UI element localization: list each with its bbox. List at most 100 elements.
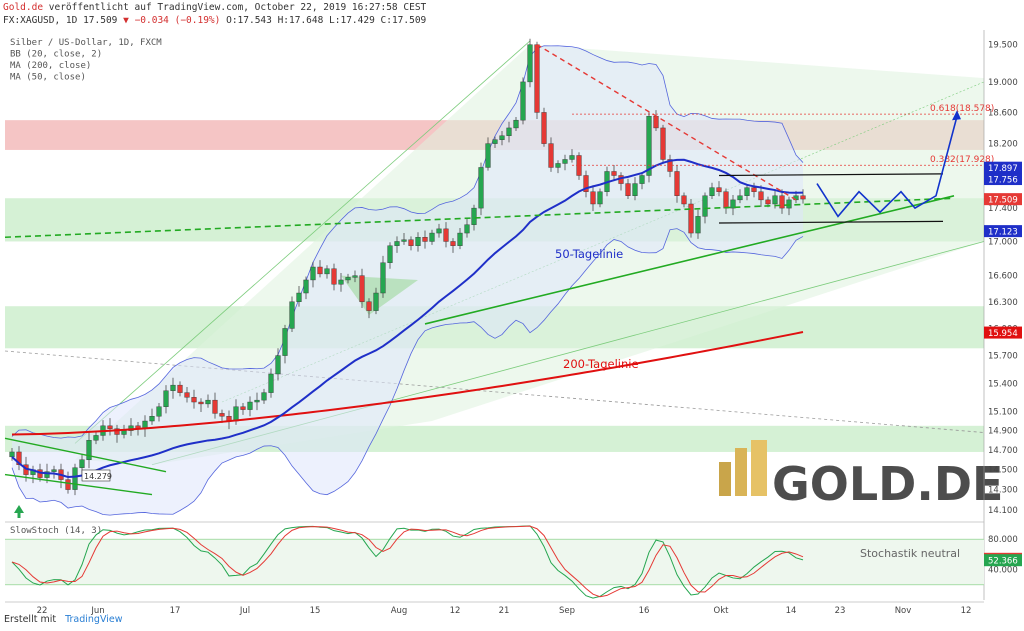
price-change: ▼ −0.034 (−0.19%) [123,15,221,26]
candle-body [184,392,190,398]
time-tick-label: 17 [170,606,181,616]
bollinger-lower [11,228,804,516]
candle-body [695,216,701,234]
candle-body [653,116,659,129]
candle-body [324,268,330,275]
legend-entry: BB (20, close, 2) [10,50,102,60]
price-marker-box [984,225,1022,238]
channel-upper-line [74,40,531,444]
candle-body [275,355,281,375]
candle-body [786,199,792,209]
candle-body [44,471,50,478]
gold-logo-bar-1 [719,462,731,496]
candle-body [296,292,302,302]
price-tick-label: 17.400 [988,204,1018,214]
candle-body [170,384,176,391]
candle-body [499,135,505,140]
time-tick-label: 22 [37,606,48,616]
fib-level-label: 0.382(17.928) [930,155,994,165]
candle-body [555,163,561,168]
candle-body [772,195,778,205]
price-tick-label: 14.100 [988,506,1018,516]
candle-body [303,279,309,294]
tradingview-logo[interactable]: TradingView [65,614,123,625]
price-marker-label: 17.123 [988,228,1018,238]
price-tick-label: 18.200 [988,140,1018,150]
range-top-line [718,173,944,177]
candle-body [156,406,162,417]
time-tick-label: 12 [961,606,972,616]
candle-body [597,191,603,205]
price-marker-box [984,193,1022,206]
candle-body [247,401,253,410]
projection-path [816,116,958,218]
projection-arrow-head [952,110,961,121]
price-marker-label: 17.509 [988,196,1018,206]
candle-body [534,44,540,113]
candle-body [730,199,736,209]
candle-body [562,159,568,164]
ma200-annotation: 200-Tagelinie [563,357,639,371]
ma50-annotation: 50-Tagelinie [555,247,623,261]
candle-body [394,241,400,246]
stoch-k-line [11,525,804,599]
candle-body [254,399,260,403]
candle-body [268,373,274,393]
candle-body [492,139,498,144]
candle-body [352,275,358,278]
candle-body [212,399,218,414]
candle-body [107,425,113,429]
candle-body [590,191,596,205]
candle-body [506,127,512,136]
oscillator-value-box [984,554,1022,567]
candle-body [765,199,771,205]
time-tick-label: Nov [895,606,912,616]
candle-body [674,171,680,196]
price-marker-label: 15.954 [988,329,1018,339]
candle-body [583,175,589,192]
candle-body [16,451,22,465]
candle-body [345,277,351,281]
early-wedge-lower [4,473,153,496]
candle-body [261,392,267,401]
price-tick-label: 17.000 [988,237,1018,247]
bollinger-upper [11,45,804,439]
publish-info: veröffentlicht auf TradingView.com, Octo… [43,2,427,13]
low-price-tag [81,469,111,482]
candle-body [478,167,484,209]
candle-body [709,187,715,196]
candle-body [93,435,99,441]
chart-header-line-2: FX:XAGUSD, 1D 17.509 ▼ −0.034 (−0.19%) O… [3,15,426,26]
candle-body [513,119,519,129]
price-tick-label: 14.500 [988,466,1018,476]
site-name[interactable]: Gold.de [3,2,44,13]
candle-body [366,301,372,311]
candle-body [632,183,638,196]
time-tick-label: Aug [391,606,408,616]
stoch-d-line [11,525,804,598]
oscillator-value-label: 52.366 [988,557,1018,567]
time-tick-label: 23 [835,606,846,616]
price-tick-label: 14.700 [988,446,1018,456]
buy-arrow-stem [17,512,21,518]
candle-body [443,228,449,242]
footer: Erstellt mit TradingView [4,614,123,625]
oscillator-tick-label: 40.000 [988,566,1018,576]
candle-body [716,187,722,192]
candle-body [611,171,617,176]
candle-body [744,187,750,196]
oscillator-title: SlowStoch (14, 3) [10,526,102,536]
time-tick-label: 21 [499,606,510,616]
price-tick-label: 19.500 [988,41,1018,51]
candle-body [191,397,197,403]
time-tick-label: 14 [786,606,797,616]
oscillator-note: Stochastik neutral [860,547,960,560]
candle-body [639,175,645,184]
candle-body [450,241,456,246]
time-tick-label: Jul [239,606,250,616]
candle-body [373,292,379,311]
candle-body [338,279,344,285]
candle-body [233,406,239,422]
candle-body [72,467,78,490]
